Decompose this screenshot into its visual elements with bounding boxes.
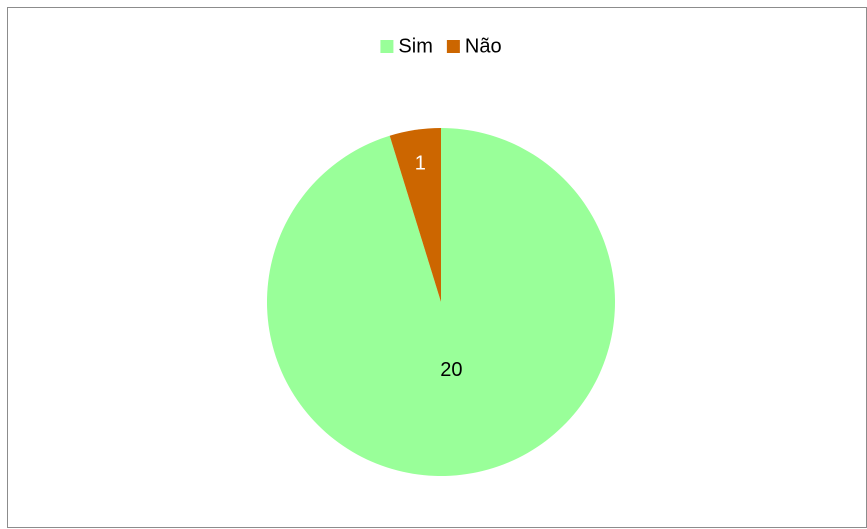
legend-swatch bbox=[380, 40, 394, 53]
data-label: 1 bbox=[415, 153, 426, 175]
legend-label: Sim bbox=[398, 35, 432, 57]
pie-slice bbox=[267, 128, 615, 477]
legend-swatch bbox=[446, 40, 460, 53]
legend-label: Não bbox=[465, 35, 502, 57]
data-label: 20 bbox=[440, 359, 462, 381]
pie-slice bbox=[389, 128, 441, 302]
